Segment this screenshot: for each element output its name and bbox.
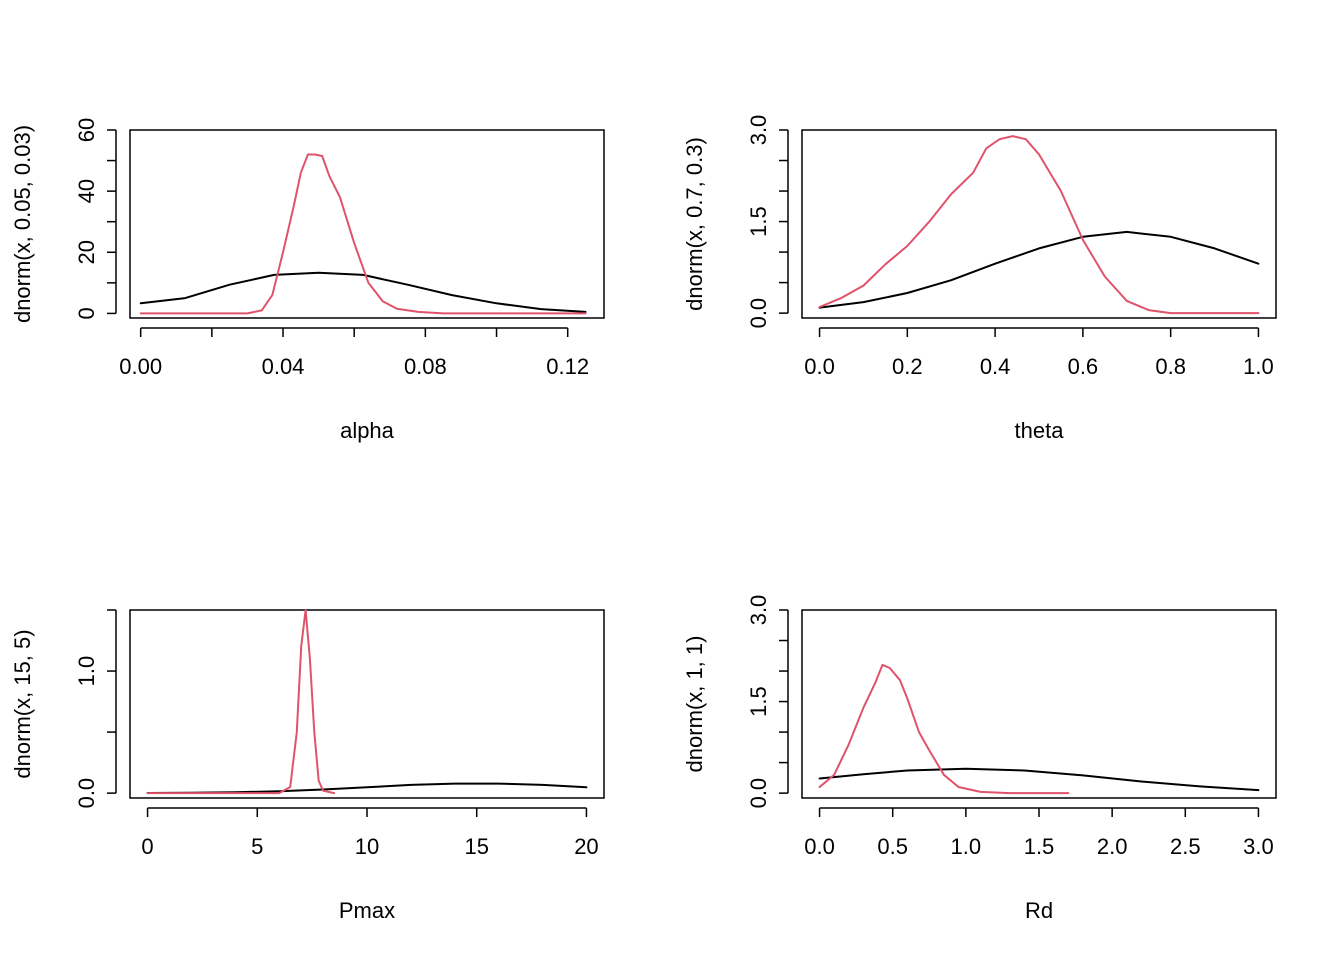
x-tick-label: 15 [464,834,488,859]
y-tick-label: 1.5 [746,686,771,717]
plot-frame [129,129,605,319]
x-tick-label: 0.6 [1068,354,1099,379]
panel-3: 0 5 10 15 20 0.0 1.0 Pmax dnorm(x, 15, 5) [10,609,605,923]
y-tick-label: 60 [74,118,99,142]
x-tick-label: 0 [141,834,153,859]
plot-frame [801,609,1277,799]
x-tick-label: 20 [574,834,598,859]
x-tick-label: 0.08 [404,354,447,379]
x-tick-label: 0.04 [262,354,305,379]
x-axis-title: theta [1015,418,1065,443]
x-tick-label: 0.12 [546,354,589,379]
x-tick-label: 2.5 [1170,834,1201,859]
x-axis-title: Pmax [339,898,395,923]
x-tick-label: 1.0 [951,834,982,859]
x-tick-label: 2.0 [1097,834,1128,859]
x-axis-title: Rd [1025,898,1053,923]
y-tick-label: 0.0 [746,298,771,329]
x-tick-label: 0.5 [877,834,908,859]
plot-frame [129,609,605,799]
y-tick-label: 40 [74,179,99,203]
x-tick-label: 0.0 [804,834,835,859]
posterior-density-line [146,609,336,795]
x-tick-label: 0.8 [1155,354,1186,379]
x-tick-label: 0.0 [804,354,835,379]
y-tick-label: 3.0 [746,595,771,626]
x-axis-title: alpha [340,418,395,443]
panel-2: 0.0 0.2 0.4 0.6 0.8 1.0 0.0 1.5 3.0 theta dnorm(x,… [682,115,1277,443]
y-tick-label: 0.0 [746,778,771,809]
x-tick-label: 1.0 [1243,354,1274,379]
panel-1: 0.00 0.04 0.08 0.12 0 20 40 60 alpha dnorm(x, 0.0… [10,118,605,443]
y-axis-title: dnorm(x, 1, 1) [682,636,707,773]
y-tick-label: 0 [74,307,99,319]
x-tick-label: 1.5 [1024,834,1055,859]
y-tick-label: 1.0 [74,656,99,687]
y-tick-label: 20 [74,240,99,264]
prior-density-line [139,271,587,313]
posterior-density-line [818,663,1070,795]
y-axis-title: dnorm(x, 0.05, 0.03) [10,125,35,323]
y-tick-label: 3.0 [746,115,771,146]
y-axis-title: dnorm(x, 15, 5) [10,629,35,778]
y-tick-label: 1.5 [746,206,771,237]
plot-frame [801,129,1277,319]
x-tick-label: 3.0 [1243,834,1274,859]
x-tick-label: 0.2 [892,354,923,379]
prior-density-line [146,782,588,794]
posterior-density-line [818,135,1260,315]
prior-density-line [818,230,1260,309]
posterior-density-line [139,153,587,315]
y-tick-label: 0.0 [74,778,99,809]
x-tick-label: 0.4 [980,354,1011,379]
panel-4: 0.0 0.5 1.0 1.5 2.0 2.5 3.0 0.0 1.5 3.0 Rd dnorm(x,… [682,595,1277,923]
x-tick-label: 5 [251,834,263,859]
x-tick-label: 10 [355,834,379,859]
x-tick-label: 0.00 [119,354,162,379]
y-axis-title: dnorm(x, 0.7, 0.3) [682,137,707,311]
prior-density-line [818,767,1260,792]
